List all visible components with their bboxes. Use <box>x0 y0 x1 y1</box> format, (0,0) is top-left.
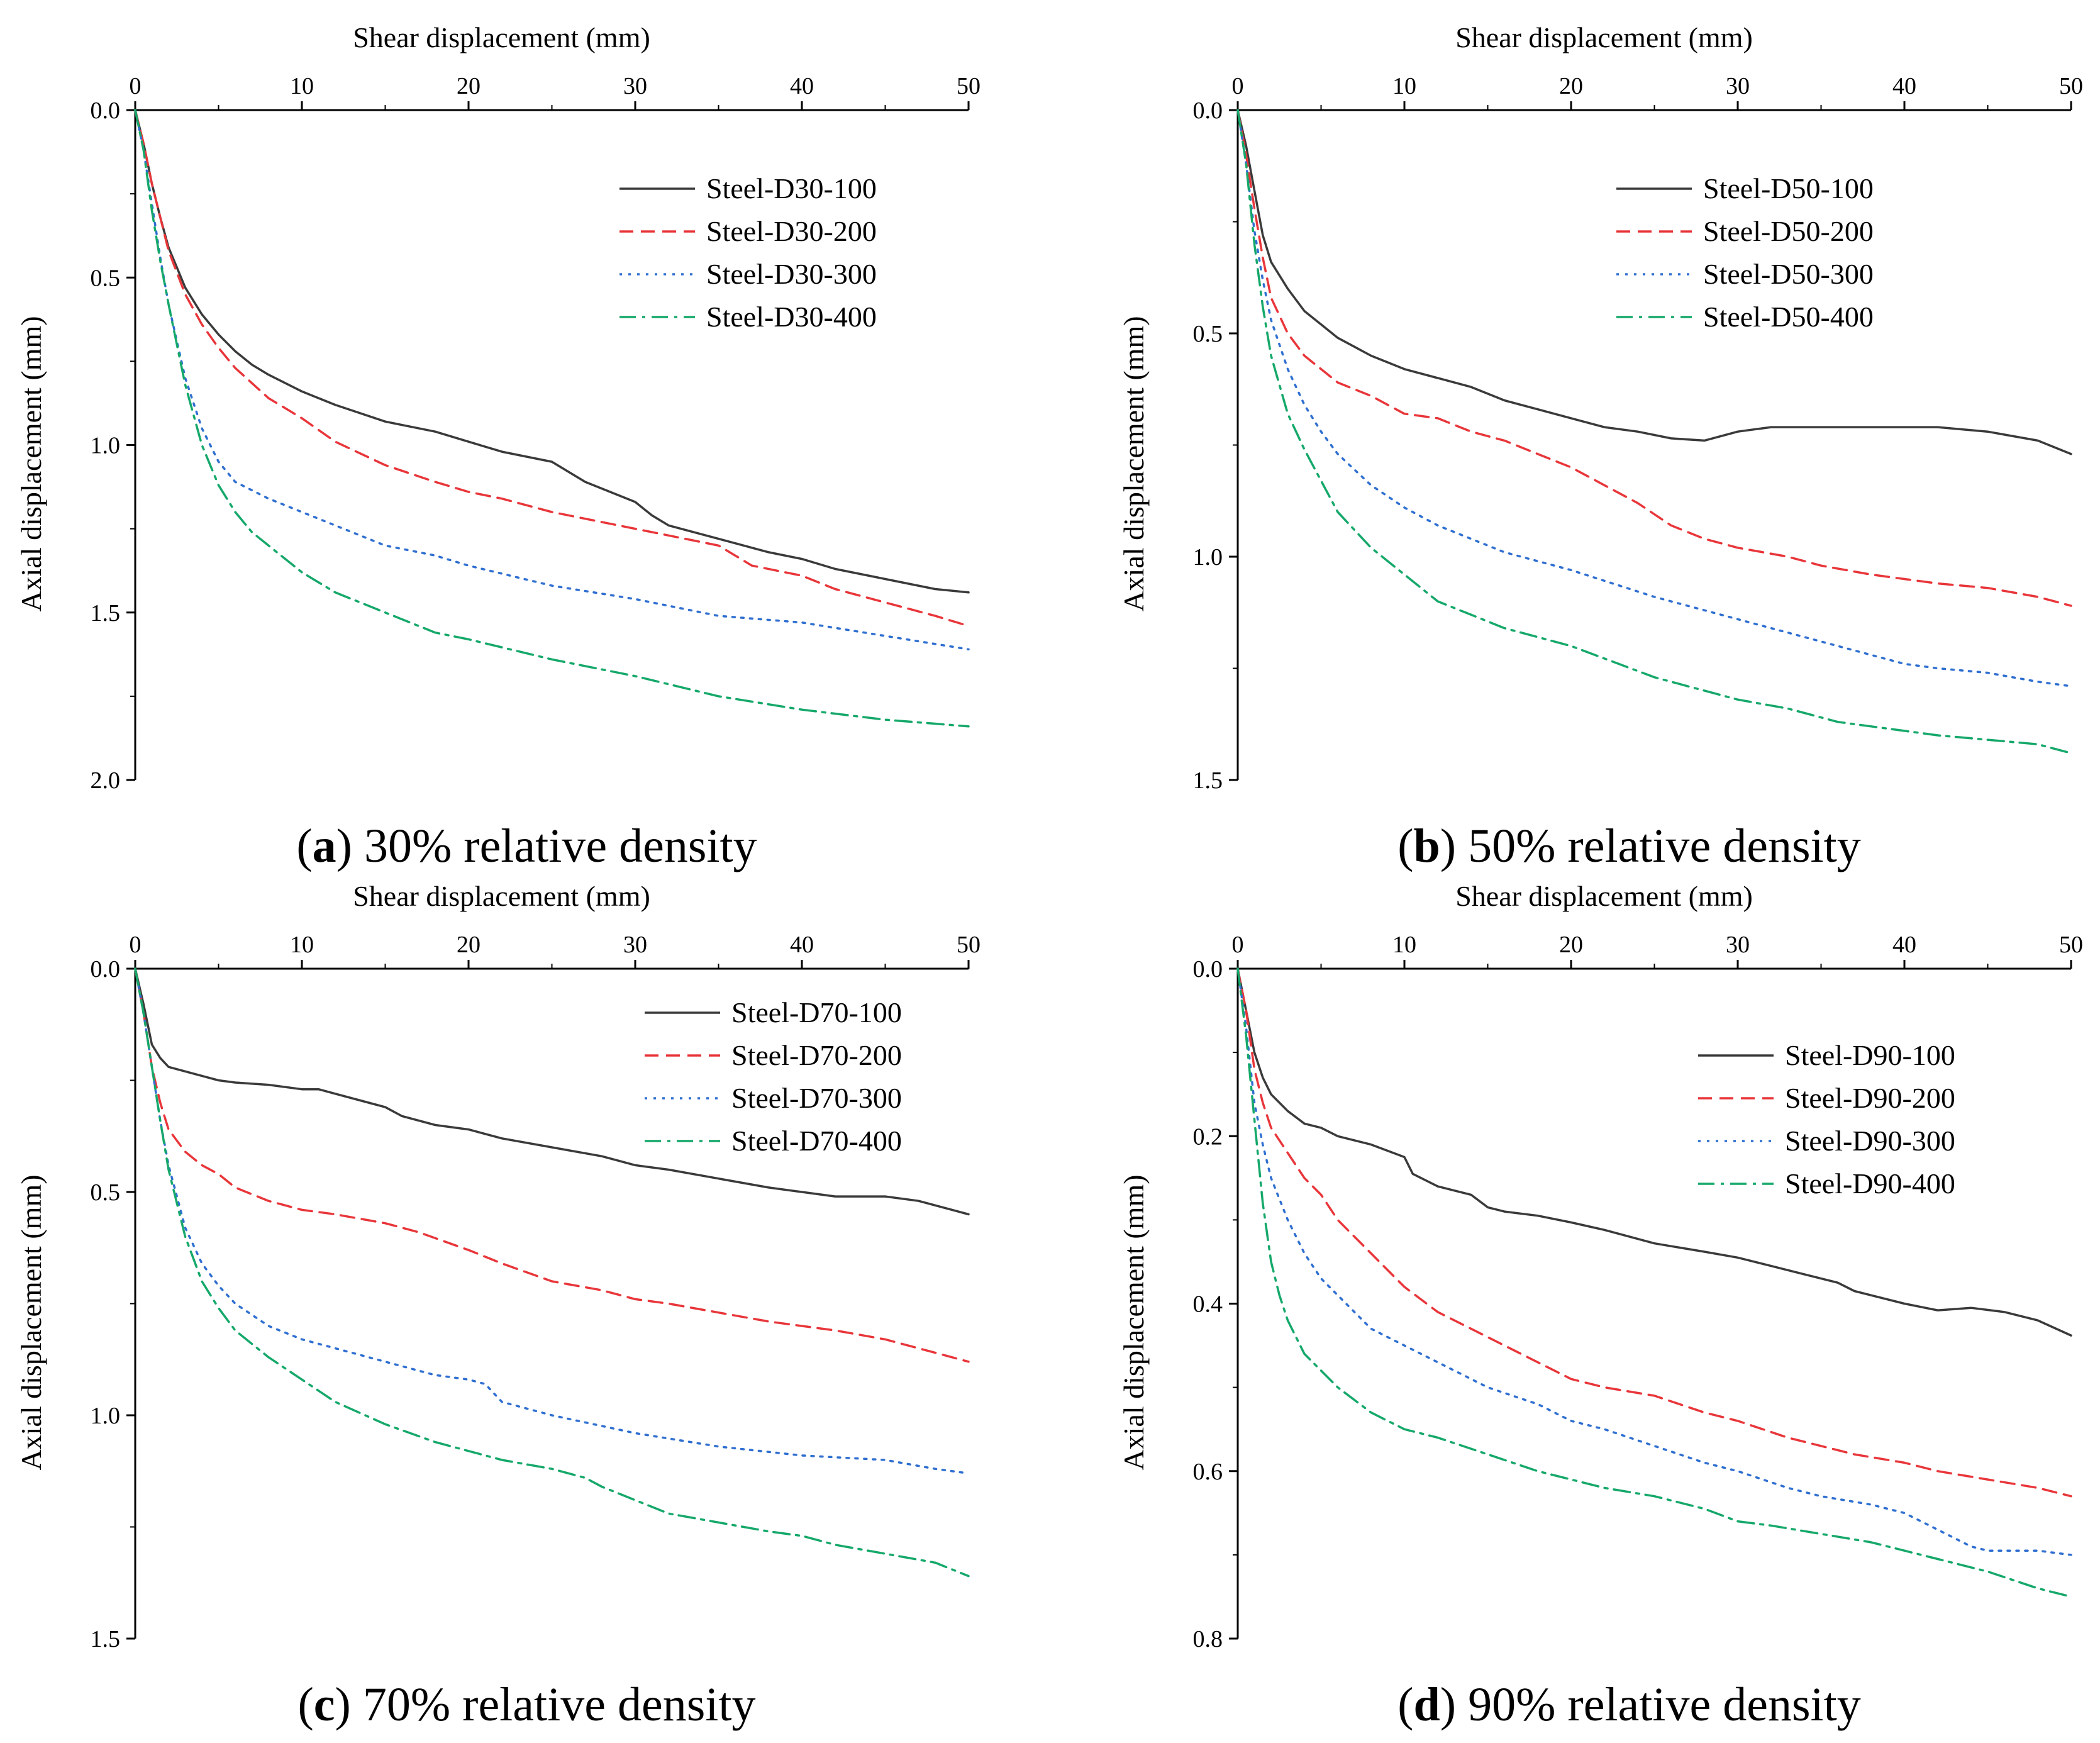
y-tick-label: 1.5 <box>91 1626 121 1652</box>
panel-caption: (d) 90% relative density <box>1397 1678 1861 1731</box>
y-tick-label: 0.0 <box>1193 97 1223 124</box>
x-axis-title: Shear displacement (mm) <box>1455 21 1753 53</box>
y-tick-label: 0.4 <box>1193 1291 1223 1318</box>
series-line-Steel-D70-100 <box>134 967 970 1216</box>
x-tick-label: 40 <box>1892 932 1916 958</box>
x-tick-label: 20 <box>457 73 481 99</box>
x-tick-label: 10 <box>1392 73 1416 99</box>
legend-label: Steel-D70-100 <box>731 996 902 1028</box>
legend-label: Steel-D50-200 <box>1703 215 1874 247</box>
x-axis-title: Shear displacement (mm) <box>353 21 650 53</box>
legend-label: Steel-D70-400 <box>731 1125 902 1157</box>
panel-caption: (c) 70% relative density <box>297 1678 755 1731</box>
series-line-Steel-D30-200 <box>134 109 970 627</box>
y-tick-label: 0.5 <box>1193 321 1223 347</box>
x-tick-label: 40 <box>790 932 814 958</box>
series-line-Steel-D70-300 <box>134 967 970 1475</box>
chart-panel-a: 0 10 20 30 40 50 0.0 0.5 1.0 1.5 2.0 Shear displace… <box>15 21 981 872</box>
series-line-Steel-D90-200 <box>1236 967 2072 1498</box>
panel-caption: (b) 50% relative density <box>1397 820 1861 872</box>
x-tick-label: 20 <box>1559 932 1583 958</box>
y-tick-label: 1.0 <box>1193 544 1223 571</box>
x-tick-label: 0 <box>1232 932 1244 958</box>
y-axis-title: Axial displacement (mm) <box>15 316 47 611</box>
y-tick-label: 1.5 <box>91 600 121 626</box>
legend-label: Steel-D70-300 <box>731 1082 902 1114</box>
x-tick-label: 30 <box>623 932 647 958</box>
legend-label: Steel-D50-300 <box>1703 258 1874 290</box>
legend-label: Steel-D50-400 <box>1703 301 1874 333</box>
y-axis-title: Axial displacement (mm) <box>1118 1174 1150 1470</box>
chart-panel-b: 0 10 20 30 40 50 0.0 0.5 1.0 1.5 Shear displacemen… <box>1118 21 2083 872</box>
y-axis-title: Axial displacement (mm) <box>1118 316 1150 611</box>
x-tick-label: 50 <box>2059 932 2083 958</box>
x-tick-label: 30 <box>623 73 647 99</box>
y-tick-label: 2.0 <box>91 767 121 794</box>
series-line-Steel-D30-300 <box>134 109 970 651</box>
y-tick-label: 0.6 <box>1193 1459 1223 1485</box>
legend-label: Steel-D70-200 <box>731 1039 902 1071</box>
y-tick-label: 0.0 <box>1193 956 1223 983</box>
legend-label: Steel-D90-200 <box>1785 1082 1955 1114</box>
x-tick-label: 10 <box>290 73 314 99</box>
series-line-Steel-D50-200 <box>1236 109 2072 607</box>
y-tick-label: 1.5 <box>1193 767 1223 794</box>
x-tick-label: 20 <box>1559 73 1583 99</box>
y-tick-label: 0.0 <box>91 956 121 983</box>
series-line-Steel-D50-100 <box>1236 109 2072 455</box>
series-line-Steel-D70-200 <box>134 967 970 1363</box>
x-tick-label: 50 <box>957 932 981 958</box>
x-tick-label: 20 <box>457 932 481 958</box>
x-tick-label: 50 <box>2059 73 2083 99</box>
legend-label: Steel-D90-300 <box>1785 1125 1955 1157</box>
series-line-Steel-D90-100 <box>1236 967 2072 1337</box>
legend-label: Steel-D30-300 <box>706 258 877 290</box>
x-tick-label: 30 <box>1726 73 1750 99</box>
x-tick-label: 10 <box>290 932 314 958</box>
legend-label: Steel-D50-100 <box>1703 172 1874 204</box>
series-line-Steel-D30-400 <box>134 109 970 728</box>
series-line-Steel-D90-400 <box>1236 967 2072 1598</box>
legend-label: Steel-D30-400 <box>706 301 877 333</box>
y-tick-label: 0.0 <box>91 97 121 124</box>
y-tick-label: 0.5 <box>91 265 121 291</box>
chart-panel-d: 0 10 20 30 40 50 0.0 0.2 0.4 0.6 0.8 Shear displace… <box>1118 880 2083 1731</box>
x-tick-label: 0 <box>130 932 142 958</box>
series-line-Steel-D70-400 <box>134 967 970 1578</box>
x-tick-label: 30 <box>1726 932 1750 958</box>
x-tick-label: 40 <box>1892 73 1916 99</box>
x-tick-label: 40 <box>790 73 814 99</box>
panel-caption: (a) 30% relative density <box>296 820 757 872</box>
y-tick-label: 0.5 <box>91 1179 121 1206</box>
series-line-Steel-D30-100 <box>134 109 970 594</box>
x-tick-label: 50 <box>957 73 981 99</box>
y-tick-label: 1.0 <box>91 1403 121 1429</box>
y-tick-label: 0.2 <box>1193 1123 1223 1150</box>
x-axis-title: Shear displacement (mm) <box>1455 880 1753 912</box>
y-axis-title: Axial displacement (mm) <box>15 1174 47 1470</box>
legend-label: Steel-D30-100 <box>706 172 877 204</box>
legend-label: Steel-D90-400 <box>1785 1167 1955 1200</box>
series-line-Steel-D50-400 <box>1236 109 2072 755</box>
legend-label: Steel-D90-100 <box>1785 1039 1955 1071</box>
x-tick-label: 0 <box>1232 73 1244 99</box>
x-axis-title: Shear displacement (mm) <box>353 880 650 912</box>
series-line-Steel-D50-300 <box>1236 109 2072 688</box>
legend-label: Steel-D30-200 <box>706 215 877 247</box>
x-tick-label: 0 <box>130 73 142 99</box>
y-tick-label: 1.0 <box>91 433 121 459</box>
chart-panel-c: 0 10 20 30 40 50 0.0 0.5 1.0 1.5 Shear displacemen… <box>15 880 981 1731</box>
x-tick-label: 10 <box>1392 932 1416 958</box>
y-tick-label: 0.8 <box>1193 1626 1223 1652</box>
